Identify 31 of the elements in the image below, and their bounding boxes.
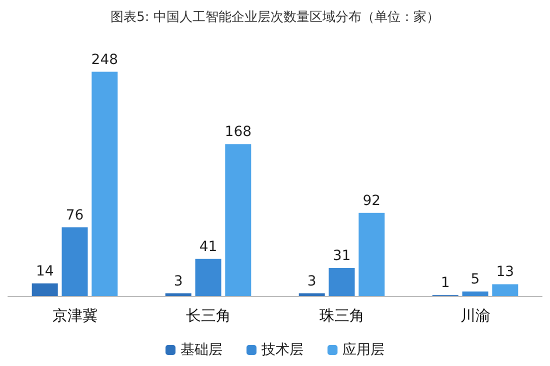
data-label: 31 — [332, 248, 351, 264]
bar — [32, 283, 58, 296]
data-label: 13 — [496, 264, 514, 280]
bar — [195, 258, 222, 296]
x-tick-label: 长三角 — [186, 306, 231, 324]
bar — [225, 144, 252, 296]
data-label: 3 — [174, 273, 183, 290]
bar — [492, 284, 518, 296]
bar — [92, 72, 118, 296]
legend-label: 基础层 — [180, 342, 222, 358]
bar — [358, 212, 385, 296]
data-label: 41 — [199, 238, 218, 255]
x-tick-label: 川渝 — [460, 306, 490, 324]
data-label: 76 — [66, 207, 84, 224]
bar — [62, 227, 88, 296]
chart-title: 图表5: 中国人工智能企业层次数量区域分布（单位：家） — [110, 9, 440, 25]
bar — [165, 293, 192, 296]
data-label: 1 — [440, 275, 450, 292]
legend-label: 技术层 — [260, 342, 304, 358]
data-label: 248 — [91, 52, 118, 68]
bar — [298, 293, 325, 296]
data-label: 3 — [307, 273, 316, 290]
data-label: 5 — [470, 271, 480, 288]
data-label: 92 — [362, 192, 381, 209]
x-tick-label: 珠三角 — [319, 306, 364, 324]
legend-label: 应用层 — [342, 342, 384, 358]
data-label: 14 — [36, 263, 54, 280]
x-tick-label: 京津冀 — [52, 306, 98, 324]
bar — [328, 268, 355, 296]
data-label: 168 — [224, 124, 252, 140]
bar — [462, 291, 488, 296]
